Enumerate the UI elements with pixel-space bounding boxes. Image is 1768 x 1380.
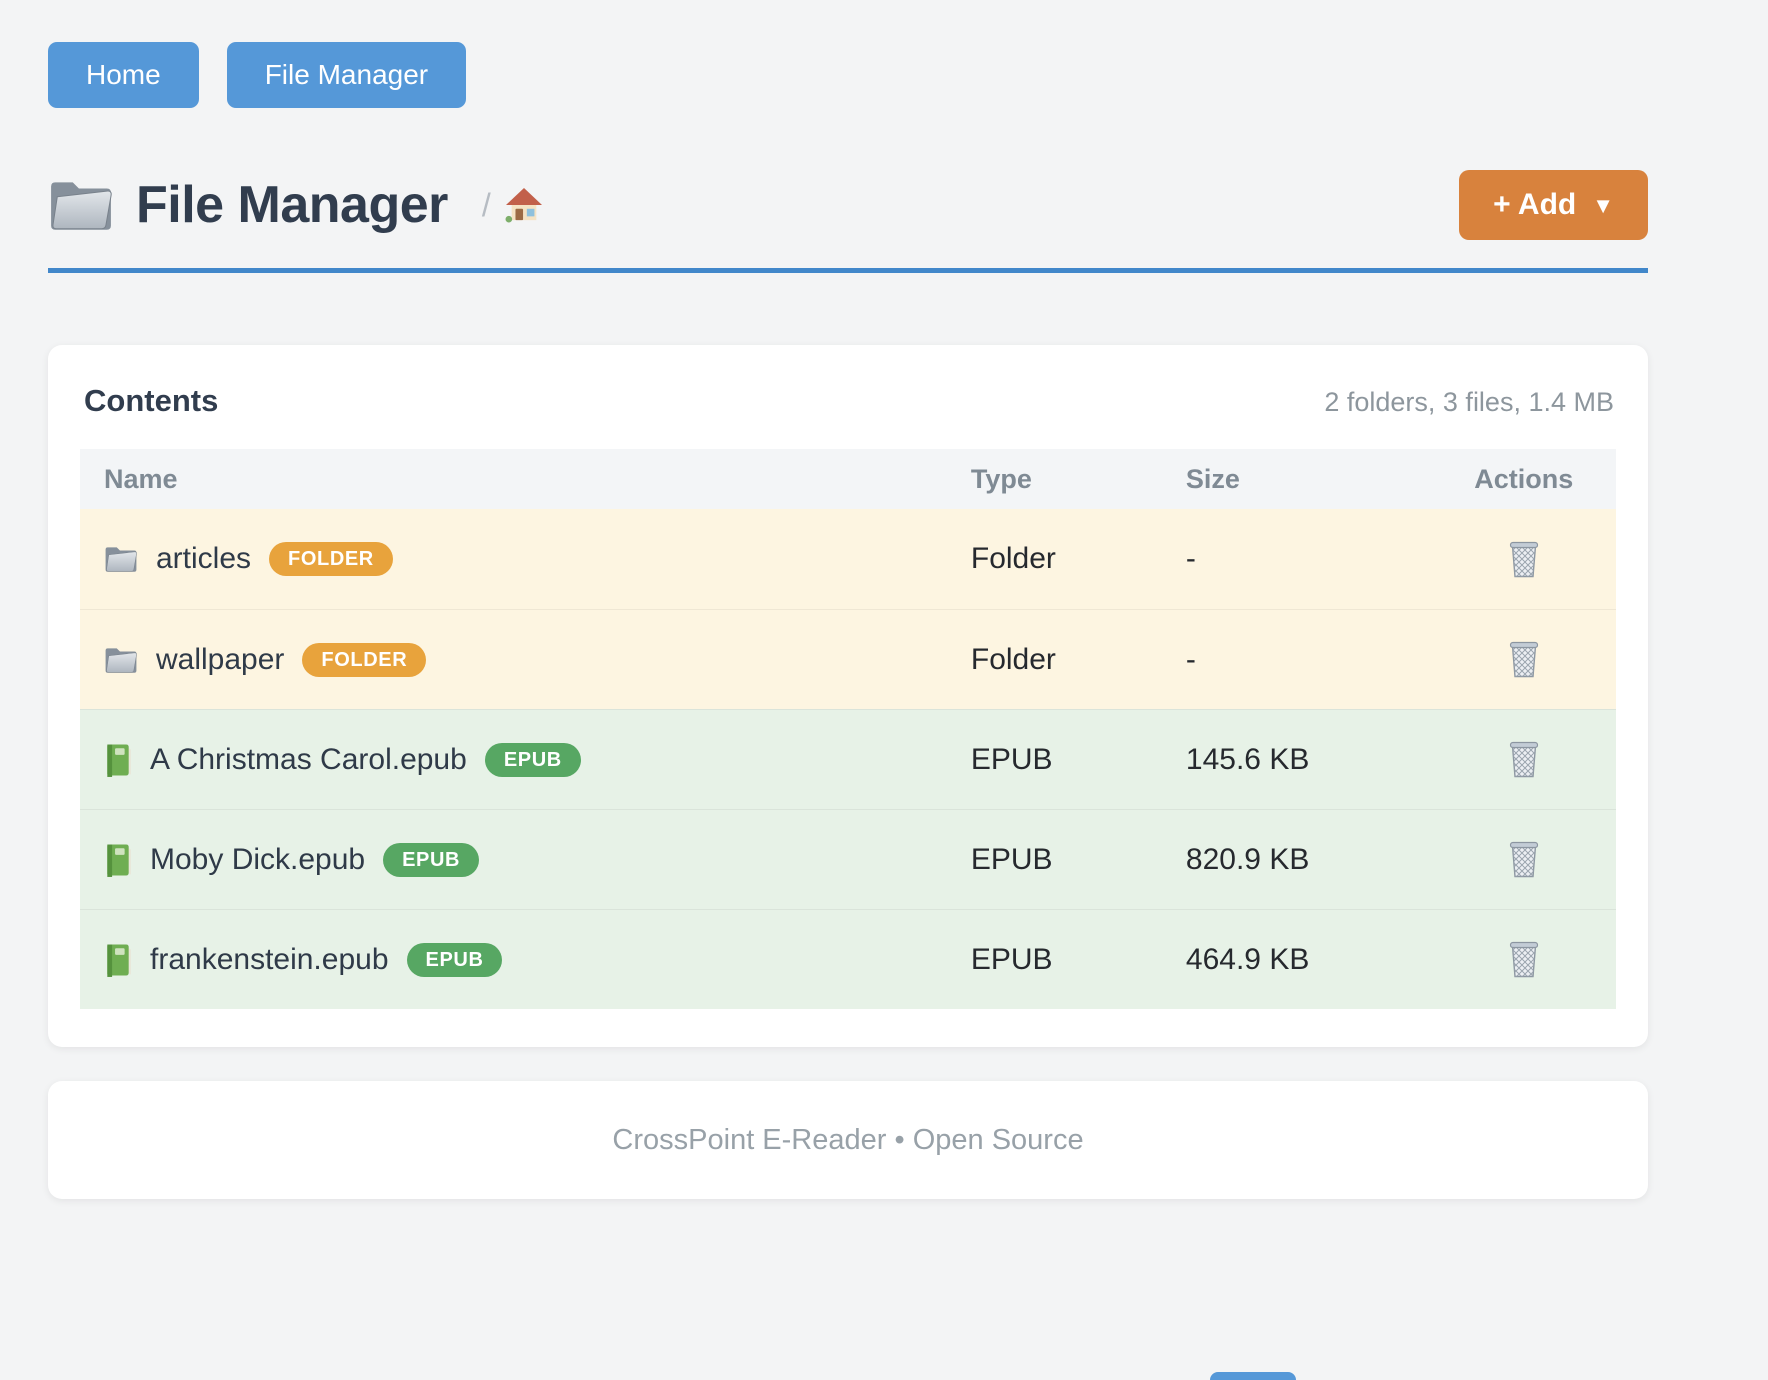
file-type: Folder: [970, 542, 1056, 575]
file-size: -: [1185, 642, 1196, 676]
table-row-wallpaper: wallpaper FOLDER Folder -: [80, 609, 1616, 709]
breadcrumb-home-link[interactable]: [505, 187, 543, 223]
contents-heading: Contents: [84, 383, 219, 418]
trash-icon: [1507, 838, 1541, 878]
table-header-row: Name Type Size Actions: [80, 449, 1616, 509]
top-nav: Home File Manager: [48, 0, 1648, 108]
file-manager-nav-button[interactable]: File Manager: [226, 42, 467, 108]
page-header: File Manager / + Add ▼: [48, 170, 1648, 240]
epub-badge: EPUB: [383, 842, 480, 877]
column-header-type: Type: [970, 463, 1032, 494]
epub-badge: EPUB: [484, 742, 581, 777]
file-type: EPUB: [970, 842, 1053, 876]
footer-text: CrossPoint E-Reader • Open Source: [612, 1123, 1084, 1156]
folder-icon: [104, 544, 138, 574]
breadcrumb: /: [482, 187, 543, 224]
trash-icon: [1507, 538, 1541, 578]
book-icon: [104, 843, 132, 877]
file-name-link[interactable]: articles: [156, 542, 252, 575]
file-size: 145.6 KB: [1185, 742, 1310, 776]
add-button-label: + Add: [1493, 188, 1577, 221]
header-divider: [48, 268, 1648, 273]
partially-visible-button[interactable]: [1210, 1372, 1296, 1380]
contents-summary: 2 folders, 3 files, 1.4 MB: [1324, 387, 1614, 417]
delete-button[interactable]: [1503, 534, 1545, 585]
file-name-link[interactable]: A Christmas Carol.epub: [150, 742, 467, 776]
delete-button[interactable]: [1503, 734, 1545, 785]
file-name-link[interactable]: frankenstein.epub: [150, 942, 389, 976]
column-header-name: Name: [104, 463, 178, 494]
folder-badge: FOLDER: [269, 542, 393, 576]
home-nav-button[interactable]: Home: [48, 42, 199, 108]
table-row-frankenstein: frankenstein.epub EPUB EPUB 464.9 KB: [80, 909, 1616, 1009]
table-row-christmas-carol: A Christmas Carol.epub EPUB EPUB 145.6 K…: [80, 709, 1616, 809]
breadcrumb-separator: /: [481, 186, 491, 223]
trash-icon: [1507, 938, 1541, 978]
trash-icon: [1507, 638, 1541, 678]
table-row-articles: articles FOLDER Folder -: [80, 509, 1616, 609]
folder-icon: [104, 645, 138, 675]
trash-icon: [1507, 738, 1541, 778]
house-icon: [505, 187, 543, 223]
folder-icon: [48, 177, 114, 233]
column-header-size: Size: [1185, 463, 1240, 494]
file-size: -: [1185, 542, 1196, 575]
add-button[interactable]: + Add ▼: [1459, 170, 1648, 240]
table-row-moby-dick: Moby Dick.epub EPUB EPUB 820.9 KB: [80, 809, 1616, 909]
file-type: Folder: [970, 642, 1056, 676]
footer-card: CrossPoint E-Reader • Open Source: [48, 1081, 1648, 1199]
folder-badge: FOLDER: [302, 642, 427, 677]
file-type: EPUB: [970, 742, 1053, 776]
caret-down-icon: ▼: [1592, 193, 1614, 218]
delete-button[interactable]: [1503, 634, 1545, 685]
delete-button[interactable]: [1503, 834, 1545, 885]
file-name-link[interactable]: wallpaper: [156, 642, 285, 676]
file-type: EPUB: [970, 942, 1053, 976]
delete-button[interactable]: [1503, 934, 1545, 985]
contents-card: Contents 2 folders, 3 files, 1.4 MB Name…: [48, 345, 1648, 1047]
page-title: File Manager: [136, 176, 448, 234]
file-name-link[interactable]: Moby Dick.epub: [150, 842, 366, 876]
column-header-actions: Actions: [1474, 463, 1574, 494]
epub-badge: EPUB: [406, 942, 503, 977]
file-size: 464.9 KB: [1185, 942, 1310, 976]
book-icon: [104, 943, 132, 977]
file-size: 820.9 KB: [1185, 842, 1310, 876]
book-icon: [104, 743, 132, 777]
files-table: Name Type Size Actions articles FOLDER F…: [80, 449, 1616, 1009]
